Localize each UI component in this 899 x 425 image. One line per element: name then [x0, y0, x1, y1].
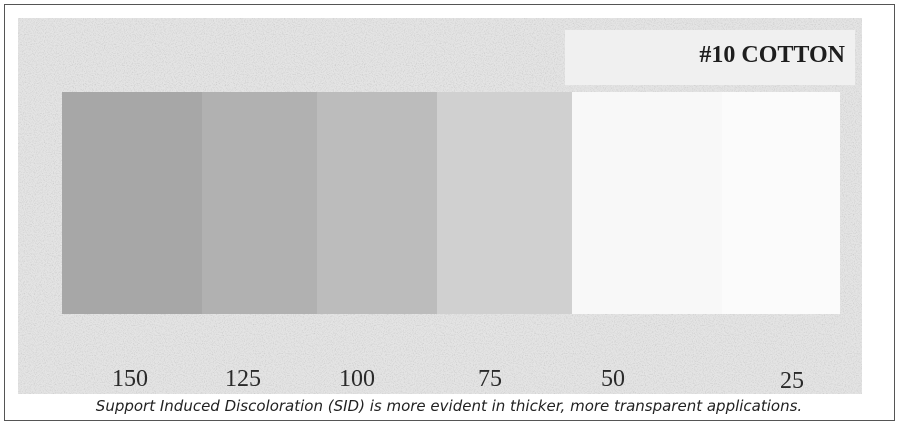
swatch-number: 100	[339, 366, 375, 392]
swatch-label: #10 COTTON	[699, 42, 845, 68]
swatch-number: 75	[478, 366, 502, 392]
swatch	[722, 92, 840, 314]
swatch-number: 150	[112, 366, 148, 392]
swatch-number: 125	[225, 366, 261, 392]
swatch-number: 50	[601, 366, 625, 392]
photo: #10 COTTON 150 125 100 75 50 25	[18, 18, 862, 394]
swatch	[202, 92, 317, 314]
caption: Support Induced Discoloration (SID) is m…	[96, 397, 802, 415]
page: #10 COTTON 150 125 100 75 50 25 Support …	[0, 0, 899, 425]
swatch	[437, 92, 572, 314]
swatch	[317, 92, 437, 314]
figure: #10 COTTON 150 125 100 75 50 25 Support …	[0, 0, 899, 425]
swatch	[62, 92, 202, 314]
swatch-number: 25	[780, 368, 804, 394]
swatch	[572, 92, 722, 314]
